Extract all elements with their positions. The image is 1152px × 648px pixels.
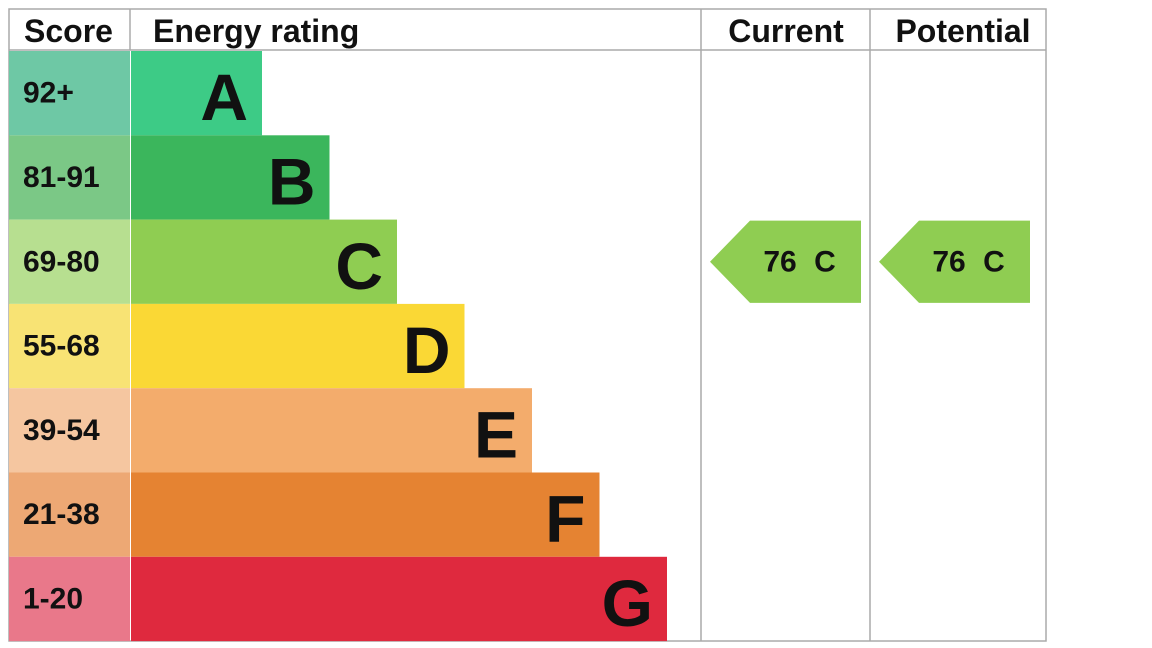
header-current: Current <box>728 13 844 49</box>
rating-bar <box>131 472 600 557</box>
score-range: 1-20 <box>23 582 83 615</box>
header-energy-rating: Energy rating <box>153 13 359 49</box>
rating-bar <box>131 135 330 220</box>
potential-arrow <box>879 220 1030 303</box>
score-cell <box>9 219 130 304</box>
score-range: 21-38 <box>23 498 100 531</box>
rating-letter: E <box>474 397 518 471</box>
score-range: 81-91 <box>23 161 100 194</box>
score-range: 55-68 <box>23 330 100 363</box>
rating-bar <box>131 51 262 136</box>
rating-bar <box>131 303 465 389</box>
score-cell <box>9 135 130 220</box>
rating-letter: F <box>545 482 585 556</box>
rating-letter: G <box>602 566 653 640</box>
rating-bar <box>131 388 532 473</box>
score-cell <box>9 51 130 136</box>
score-cell <box>9 388 130 473</box>
score-range: 69-80 <box>23 245 100 278</box>
rating-letter: C <box>335 229 383 303</box>
score-cell <box>9 472 130 557</box>
rating-letter: A <box>200 60 248 134</box>
rating-letter: B <box>268 144 316 218</box>
header-potential: Potential <box>895 13 1030 49</box>
current-value: 76 <box>763 245 796 278</box>
score-cell <box>9 556 130 642</box>
rating-bar <box>131 219 397 304</box>
current-letter: C <box>814 245 836 278</box>
score-range: 39-54 <box>23 414 100 447</box>
header-score: Score <box>24 13 113 49</box>
score-cell <box>9 303 130 389</box>
potential-value: 76 <box>932 245 965 278</box>
potential-letter: C <box>983 245 1005 278</box>
rating-bar <box>131 556 667 642</box>
score-range: 92+ <box>23 77 74 110</box>
rating-letter: D <box>403 313 451 387</box>
current-arrow <box>710 220 861 303</box>
